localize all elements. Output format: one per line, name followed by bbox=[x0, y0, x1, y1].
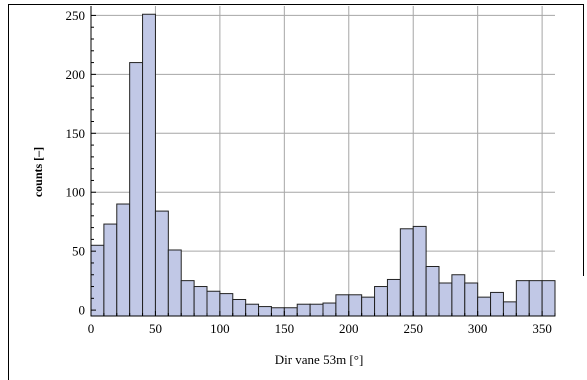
histogram-bar bbox=[425, 265, 440, 317]
bars bbox=[90, 13, 556, 317]
histogram-bar bbox=[464, 282, 479, 317]
frame-left-border bbox=[8, 4, 9, 380]
histogram-bar bbox=[232, 298, 247, 317]
histogram-bar bbox=[116, 203, 131, 317]
grid-lines bbox=[91, 6, 555, 316]
histogram-bar bbox=[528, 280, 543, 317]
histogram-bar bbox=[142, 13, 156, 317]
histogram-bar bbox=[296, 303, 311, 317]
histogram-bar bbox=[374, 286, 388, 317]
histogram-bar bbox=[258, 306, 272, 317]
y-tick-label: 150 bbox=[66, 126, 86, 141]
histogram-bar bbox=[270, 307, 285, 317]
frame-right-border bbox=[583, 4, 584, 276]
x-tick-label: 150 bbox=[275, 321, 295, 336]
histogram-bar bbox=[399, 228, 414, 317]
histogram-bar bbox=[154, 210, 169, 317]
y-tick-label: 250 bbox=[66, 8, 86, 23]
x-tick-label: 100 bbox=[210, 321, 230, 336]
histogram-bar bbox=[167, 249, 182, 317]
frame-top-border bbox=[8, 4, 584, 5]
histogram-bar bbox=[219, 293, 234, 317]
x-tick-label: 50 bbox=[149, 321, 162, 336]
x-tick-label: 250 bbox=[403, 321, 423, 336]
histogram-bar bbox=[180, 280, 195, 317]
histogram-bar bbox=[129, 62, 144, 317]
y-axis-label: counts [–] bbox=[31, 147, 45, 197]
y-tick-label: 50 bbox=[72, 244, 85, 259]
histogram-bar bbox=[90, 244, 105, 317]
histogram-bar bbox=[386, 278, 401, 317]
histogram-bar bbox=[541, 280, 556, 317]
y-tick-label: 100 bbox=[66, 185, 86, 200]
x-tick-label: 0 bbox=[88, 321, 95, 336]
y-tick-label: 0 bbox=[79, 303, 86, 318]
histogram-bar bbox=[361, 296, 376, 317]
histogram-bar bbox=[490, 291, 504, 317]
histogram-bar bbox=[206, 290, 221, 317]
histogram-bar bbox=[322, 302, 337, 317]
x-tick-label: 350 bbox=[532, 321, 552, 336]
histogram-bar bbox=[103, 223, 118, 317]
histogram-bar bbox=[193, 286, 208, 317]
histogram-bar bbox=[348, 294, 363, 317]
axes: 0 50 100 150 200 250 300 350 0 50 100 150 200 250 bbox=[66, 6, 556, 336]
histogram-bar bbox=[502, 301, 517, 317]
y-tick-label: 200 bbox=[66, 67, 86, 82]
x-tick-label: 200 bbox=[339, 321, 359, 336]
histogram-bar bbox=[335, 294, 350, 317]
histogram-bar bbox=[477, 296, 492, 317]
histogram-bar bbox=[309, 303, 324, 317]
histogram-bar bbox=[515, 280, 530, 317]
histogram-bar bbox=[245, 303, 260, 317]
histogram-bar bbox=[451, 274, 466, 317]
histogram-bar bbox=[283, 307, 298, 317]
x-axis-label: Dir vane 53m [°] bbox=[275, 352, 364, 367]
histogram-bar bbox=[438, 282, 453, 317]
histogram-bar bbox=[412, 225, 427, 317]
x-tick-label: 300 bbox=[468, 321, 488, 336]
